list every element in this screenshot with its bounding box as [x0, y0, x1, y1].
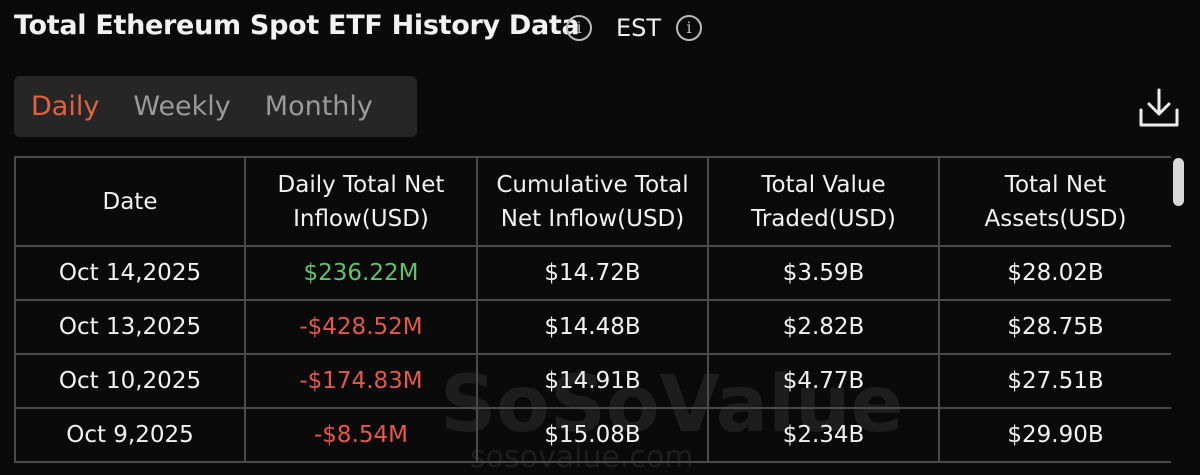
- tab[interactable]: Monthly: [264, 91, 373, 122]
- table-cell: $2.34B: [707, 407, 940, 463]
- column-header: Total Net Assets(USD): [938, 156, 1171, 247]
- data-table: Date Daily Total Net Inflow(USD) Cumulativ…: [14, 156, 1171, 463]
- table-cell: -$8.54M: [244, 407, 478, 463]
- table-cell: $14.48B: [476, 299, 709, 355]
- table-cell: $15.08B: [476, 407, 709, 463]
- table-cell: $28.75B: [938, 299, 1171, 355]
- timezone-label: EST: [616, 14, 662, 42]
- info-icon[interactable]: i: [566, 15, 592, 41]
- scrollbar[interactable]: [1173, 158, 1184, 206]
- table-cell: -$428.52M: [244, 299, 478, 355]
- table-cell: Oct 14,2025: [14, 245, 246, 301]
- info-icon[interactable]: i: [676, 15, 702, 41]
- download-button[interactable]: [1138, 88, 1180, 128]
- table-cell: $27.51B: [938, 353, 1171, 409]
- table-row: Oct 14,2025 $236.22M $14.72B $3.59B $28.02B: [14, 245, 1171, 301]
- table-cell: Oct 10,2025: [14, 353, 246, 409]
- table-cell: Oct 13,2025: [14, 299, 246, 355]
- table-cell: $29.90B: [938, 407, 1171, 463]
- table-cell: $4.77B: [707, 353, 940, 409]
- tab[interactable]: Weekly: [133, 91, 231, 122]
- table-cell: $28.02B: [938, 245, 1171, 301]
- table-cell: $3.59B: [707, 245, 940, 301]
- table-cell: $14.91B: [476, 353, 709, 409]
- tab-bar: Daily Weekly Monthly: [14, 76, 417, 137]
- table-cell: $236.22M: [244, 245, 478, 301]
- column-header: Daily Total Net Inflow(USD): [244, 156, 478, 247]
- column-header: Date: [14, 156, 246, 247]
- column-header: Total Value Traded(USD): [707, 156, 940, 247]
- table-row: Oct 10,2025 -$174.83M $14.91B $4.77B $27.51B: [14, 353, 1171, 409]
- table-container: Date Daily Total Net Inflow(USD) Cumulativ…: [14, 156, 1171, 463]
- page: Total Ethereum Spot ETF History Data i E…: [14, 10, 1184, 475]
- column-header: Cumulative Total Net Inflow(USD): [476, 156, 709, 247]
- page-title: Total Ethereum Spot ETF History Data: [14, 10, 580, 41]
- table-cell: Oct 9,2025: [14, 407, 246, 463]
- table-body: Oct 14,2025 $236.22M $14.72B $3.59B $28.02B O…: [14, 245, 1171, 463]
- table-row: Oct 9,2025 -$8.54M $15.08B $2.34B $29.90B: [14, 407, 1171, 463]
- tab[interactable]: Daily: [31, 91, 100, 122]
- table-cell: $2.82B: [707, 299, 940, 355]
- table-cell: $14.72B: [476, 245, 709, 301]
- table-cell: -$174.83M: [244, 353, 478, 409]
- table-row: Oct 13,2025 -$428.52M $14.48B $2.82B $28.75B: [14, 299, 1171, 355]
- header-row: Date Daily Total Net Inflow(USD) Cumulativ…: [14, 156, 1171, 247]
